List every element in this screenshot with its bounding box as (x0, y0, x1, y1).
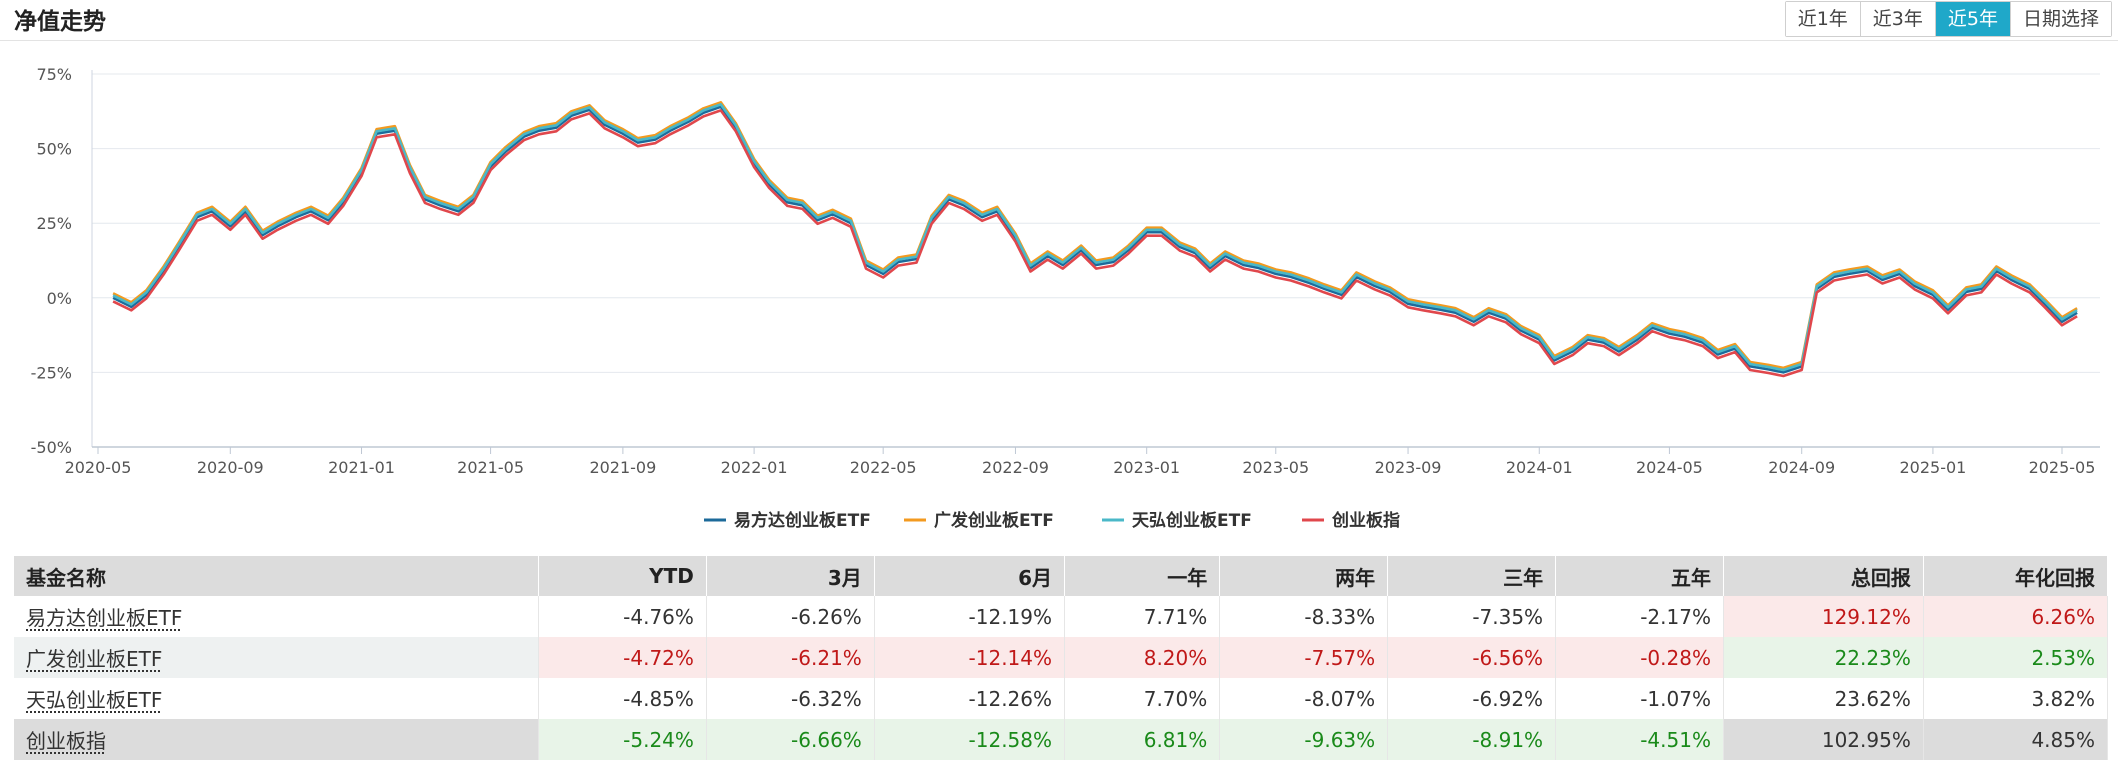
col-3m: 3月 (706, 556, 875, 596)
y-tick-label: -50% (31, 438, 72, 457)
table-cell: -12.14% (874, 637, 1066, 678)
table-row: 易方达创业板ETF -4.76% -6.26% -12.19% 7.71% -8… (14, 596, 2109, 637)
table-cell: 129.12% (1723, 596, 1924, 637)
table-cell: 2.53% (1923, 637, 2109, 678)
x-tick-label: 2021-01 (328, 458, 395, 477)
y-tick-label: 25% (36, 214, 72, 233)
chart-header: 净值走势 近1年 近3年 近5年 日期选择 (0, 0, 2118, 41)
table-cell: 7.71% (1064, 596, 1221, 637)
x-tick-label: 2022-05 (850, 458, 917, 477)
y-tick-label: -25% (31, 363, 72, 382)
table-cell: -9.63% (1219, 719, 1389, 760)
series-line-3 (112, 109, 2078, 378)
x-tick-label: 2023-01 (1113, 458, 1180, 477)
fund-name-link[interactable]: 易方达创业板ETF (14, 596, 539, 637)
series-line-1 (112, 100, 2078, 370)
y-tick-label: 0% (47, 289, 72, 308)
col-6m: 6月 (874, 556, 1066, 596)
x-tick-label: 2024-09 (1768, 458, 1835, 477)
table-cell: -2.17% (1555, 596, 1724, 637)
table-cell: -4.85% (538, 678, 707, 719)
col-ytd: YTD (538, 556, 707, 596)
series-line-2 (112, 103, 2078, 372)
x-tick-label: 2025-01 (1900, 458, 1967, 477)
table-cell: -1.07% (1555, 678, 1724, 719)
fund-name-link[interactable]: 广发创业板ETF (14, 637, 539, 678)
col-fund-name: 基金名称 (14, 556, 539, 596)
x-tick-label: 2022-01 (721, 458, 788, 477)
table-cell: -5.24% (538, 719, 707, 760)
x-tick-label: 2023-09 (1375, 458, 1442, 477)
table-cell: 6.81% (1064, 719, 1221, 760)
legend-label-2: 天弘创业板ETF (1132, 510, 1252, 531)
table-row: 天弘创业板ETF -4.85% -6.32% -12.26% 7.70% -8.… (14, 678, 2109, 719)
x-tick-label: 2020-09 (197, 458, 264, 477)
range-1y-button[interactable]: 近1年 (1785, 2, 1861, 36)
index-name-link[interactable]: 创业板指 (14, 719, 539, 760)
col-1y: 一年 (1064, 556, 1221, 596)
x-tick-label: 2024-01 (1506, 458, 1573, 477)
legend-label-0: 易方达创业板ETF (734, 510, 871, 531)
range-selector: 近1年 近3年 近5年 日期选择 (1784, 1, 2112, 37)
table-cell: -8.91% (1387, 719, 1557, 760)
table-cell: 7.70% (1064, 678, 1221, 719)
table-cell: -12.58% (874, 719, 1066, 760)
col-5y: 五年 (1555, 556, 1724, 596)
x-tick-label: 2021-09 (589, 458, 656, 477)
table-header-row: 基金名称 YTD 3月 6月 一年 两年 三年 五年 总回报 年化回报 (14, 556, 2109, 596)
col-total-return: 总回报 (1723, 556, 1924, 596)
table-cell: -6.92% (1387, 678, 1557, 719)
table-cell: -8.07% (1219, 678, 1389, 719)
col-annualized-return: 年化回报 (1923, 556, 2109, 596)
col-3y: 三年 (1387, 556, 1557, 596)
col-2y: 两年 (1219, 556, 1389, 596)
table-row: 创业板指 -5.24% -6.66% -12.58% 6.81% -9.63% … (14, 719, 2109, 760)
table-cell: -6.26% (706, 596, 875, 637)
table-cell: -7.57% (1219, 637, 1389, 678)
nav-line-chart: 75% 50% 25% 0% -25% -50%2020-05 2020-09 2021-01… (31, 65, 2100, 531)
series-line-0 (112, 105, 2078, 374)
table-cell: -12.26% (874, 678, 1066, 719)
table-cell: -4.72% (538, 637, 707, 678)
table-cell: -4.51% (1555, 719, 1724, 760)
table-cell: -0.28% (1555, 637, 1724, 678)
table-cell: -4.76% (538, 596, 707, 637)
x-tick-label: 2024-05 (1636, 458, 1703, 477)
x-tick-label: 2020-05 (65, 458, 132, 477)
x-tick-label: 2025-05 (2029, 458, 2096, 477)
y-tick-label: 75% (36, 65, 72, 84)
table-cell: -6.32% (706, 678, 875, 719)
table-cell: -6.66% (706, 719, 875, 760)
table-cell: -6.56% (1387, 637, 1557, 678)
table-cell: 102.95% (1723, 719, 1924, 760)
table-cell: 8.20% (1064, 637, 1221, 678)
range-3y-button[interactable]: 近3年 (1860, 2, 1936, 36)
table-cell: 23.62% (1723, 678, 1924, 719)
table-cell: 3.82% (1923, 678, 2109, 719)
date-picker-button[interactable]: 日期选择 (2010, 2, 2111, 36)
table-cell: -6.21% (706, 637, 875, 678)
performance-table: 基金名称 YTD 3月 6月 一年 两年 三年 五年 总回报 年化回报 易方达创… (14, 556, 2109, 760)
table-cell: -12.19% (874, 596, 1066, 637)
x-tick-label: 2023-05 (1242, 458, 1309, 477)
table-cell: 22.23% (1723, 637, 1924, 678)
x-tick-label: 2022-09 (982, 458, 1049, 477)
y-tick-label: 50% (36, 140, 72, 159)
legend-label-1: 广发创业板ETF (934, 510, 1054, 531)
range-5y-button[interactable]: 近5年 (1935, 2, 2011, 36)
table-cell: 4.85% (1923, 719, 2109, 760)
table-cell: 6.26% (1923, 596, 2109, 637)
table-cell: -8.33% (1219, 596, 1389, 637)
page-title: 净值走势 (14, 9, 106, 35)
fund-name-link[interactable]: 天弘创业板ETF (14, 678, 539, 719)
table-row: 广发创业板ETF -4.72% -6.21% -12.14% 8.20% -7.… (14, 637, 2109, 678)
table-cell: -7.35% (1387, 596, 1557, 637)
x-tick-label: 2021-05 (457, 458, 524, 477)
legend-label-3: 创业板指 (1331, 510, 1400, 531)
